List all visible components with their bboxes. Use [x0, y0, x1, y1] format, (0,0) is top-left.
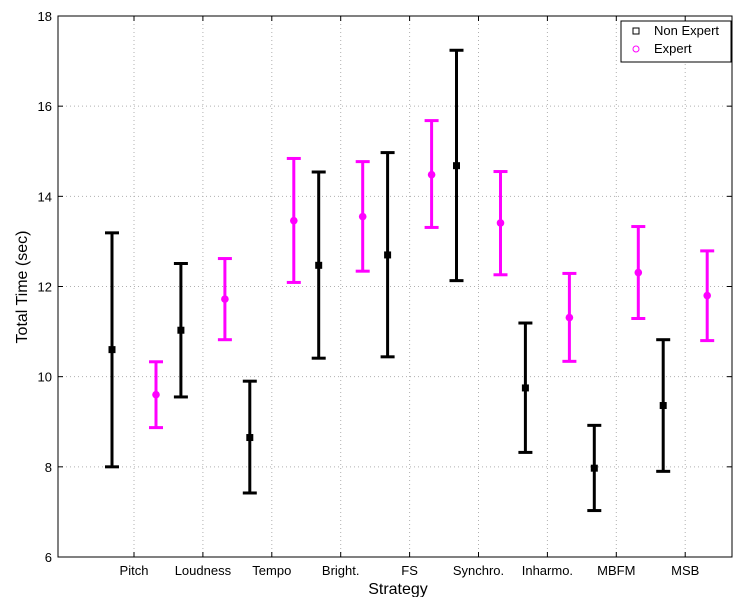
data-point-expert — [221, 295, 229, 303]
y-tick-label: 18 — [38, 9, 52, 24]
data-point-non-expert — [590, 464, 598, 472]
series-non-expert — [105, 48, 671, 513]
y-tick-label: 6 — [45, 550, 52, 565]
x-tick-label: Inharmo. — [522, 563, 573, 578]
x-tick-label: FS — [401, 563, 418, 578]
y-tick-label: 10 — [38, 370, 52, 385]
x-tick-label: Bright. — [322, 563, 360, 578]
legend-label-non-expert: Non Expert — [654, 23, 719, 38]
x-tick-label: Tempo — [252, 563, 291, 578]
grid — [58, 16, 732, 557]
y-tick-label: 14 — [38, 189, 52, 204]
legend-label-expert: Expert — [654, 41, 692, 56]
data-point-expert — [496, 219, 505, 227]
data-point-non-expert — [521, 384, 529, 392]
y-axis-label: Total Time (sec) — [14, 231, 31, 344]
data-point-expert — [152, 390, 160, 399]
data-point-non-expert — [659, 402, 667, 410]
legend: Non Expert Expert — [620, 20, 732, 63]
y-tick-label: 12 — [38, 280, 52, 295]
data-point-expert — [427, 170, 436, 179]
data-point-non-expert — [108, 346, 116, 354]
legend-marker-expert — [632, 45, 640, 53]
x-tick-label: MSB — [671, 563, 699, 578]
axes: 6 8 10 12 14 16 18 Pitch Loudness Tempo Bright. FS S… — [38, 9, 732, 578]
data-point-non-expert — [384, 251, 392, 259]
x-tick-label: Pitch — [120, 563, 149, 578]
data-point-expert — [703, 291, 711, 300]
legend-marker-non-expert — [632, 27, 640, 35]
x-tick-label: MBFM — [597, 563, 635, 578]
data-point-expert — [358, 212, 367, 221]
y-tick-label: 8 — [45, 460, 52, 475]
x-axis-label: Strategy — [368, 581, 428, 597]
series-expert — [149, 119, 715, 430]
data-point-non-expert — [315, 261, 323, 269]
data-point-non-expert — [177, 326, 185, 334]
data-point-expert — [565, 313, 574, 322]
x-tick-label: Loudness — [175, 563, 232, 578]
data-point-non-expert — [453, 162, 460, 170]
data-point-expert — [290, 216, 298, 225]
data-point-non-expert — [246, 434, 254, 442]
series-layer — [105, 48, 715, 513]
data-point-expert — [634, 268, 643, 277]
x-tick-label: Synchro. — [453, 563, 504, 578]
y-tick-label: 16 — [38, 99, 52, 114]
